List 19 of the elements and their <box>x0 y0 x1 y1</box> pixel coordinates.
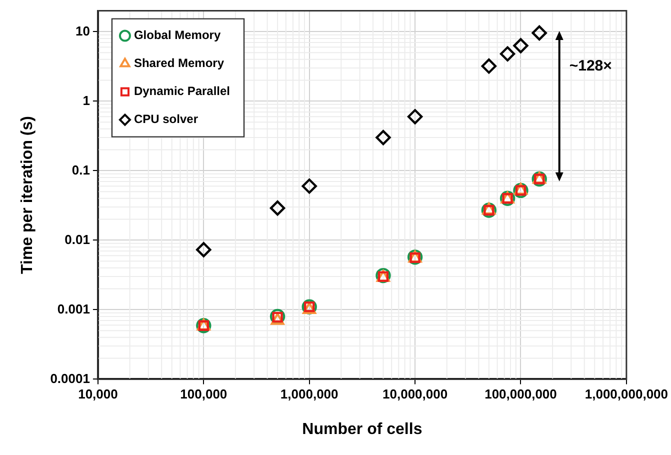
x-tick-label: 10,000 <box>78 386 118 402</box>
x-tick-label: 100,000,000 <box>484 386 557 402</box>
legend-label: Dynamic Parallel <box>134 84 230 98</box>
x-axis-title: Number of cells <box>302 420 422 438</box>
y-tick-label: 1 <box>82 92 90 108</box>
y-axis-title: Time per iteration (s) <box>19 116 36 274</box>
legend-label: Shared Memory <box>134 56 224 70</box>
y-tick-label: 0.1 <box>72 162 90 178</box>
annotation: ~128× <box>569 57 612 74</box>
y-tick-label: 0.01 <box>64 232 90 247</box>
x-tick-label: 100,000 <box>180 386 228 402</box>
y-tick-label: 0.001 <box>57 301 90 316</box>
legend-label: CPU solver <box>134 112 198 126</box>
x-tick-label: 1,000,000,000 <box>584 386 668 402</box>
x-tick-label: 10,000,000 <box>382 386 448 402</box>
y-tick-label: 10 <box>75 23 90 38</box>
x-tick-label: 1,000,000 <box>280 386 338 402</box>
y-tick-label: 0.0001 <box>50 370 90 386</box>
legend-label: Global Memory <box>134 28 221 42</box>
